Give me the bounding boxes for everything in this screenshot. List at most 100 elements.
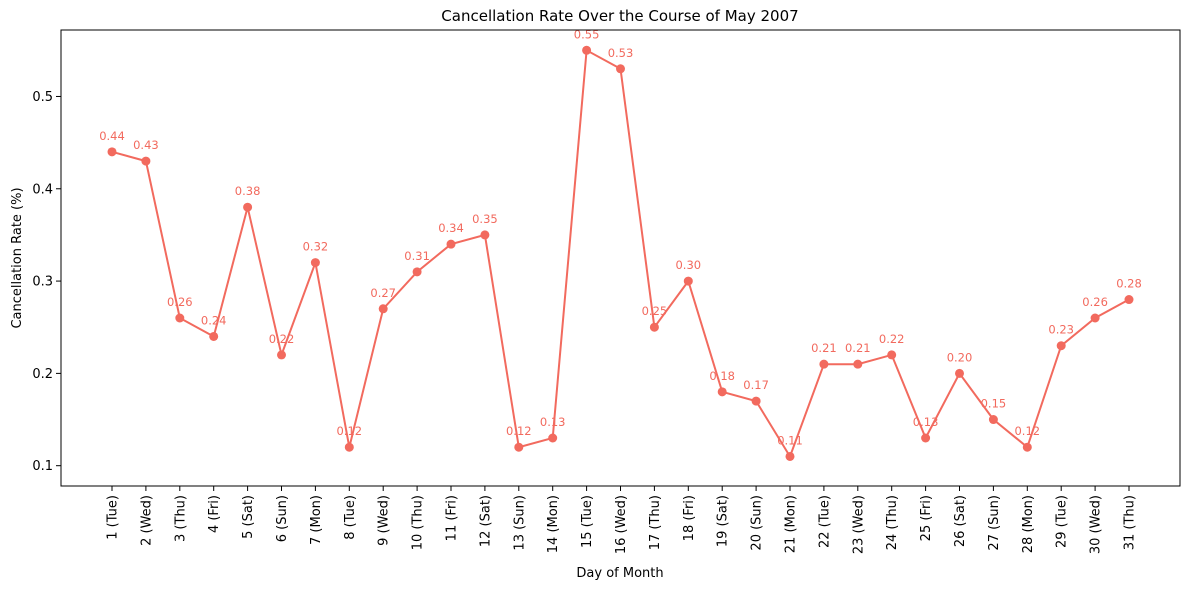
data-label: 0.35: [472, 212, 498, 226]
data-point: [988, 415, 998, 425]
data-label: 0.21: [811, 341, 837, 355]
x-tick-label: 11 (Fri): [445, 495, 460, 541]
data-label: 0.27: [370, 286, 396, 300]
data-point: [785, 451, 795, 461]
x-tick-label: 19 (Sat): [716, 495, 731, 547]
data-label: 0.32: [303, 240, 329, 254]
data-point: [243, 202, 253, 212]
data-label: 0.38: [235, 184, 261, 198]
data-label: 0.17: [743, 378, 769, 392]
data-label: 0.25: [642, 304, 668, 318]
data-point: [1022, 442, 1032, 452]
data-point: [1124, 295, 1134, 305]
data-point: [649, 322, 659, 332]
data-point: [751, 396, 761, 406]
data-point: [378, 304, 388, 314]
x-tick-label: 9 (Wed): [377, 495, 392, 546]
x-tick-label: 16 (Wed): [614, 495, 629, 554]
data-label: 0.22: [879, 332, 905, 346]
x-tick-label: 30 (Wed): [1089, 495, 1104, 554]
data-label: 0.55: [574, 27, 600, 41]
data-label: 0.31: [404, 249, 430, 263]
data-point: [548, 433, 558, 443]
x-tick-label: 10 (Thu): [411, 495, 426, 550]
data-label: 0.26: [1082, 295, 1108, 309]
x-tick-label: 12 (Sat): [478, 495, 493, 547]
data-point: [1056, 341, 1066, 351]
data-point: [480, 230, 490, 240]
data-point: [887, 350, 897, 360]
x-tick-label: 17 (Thu): [648, 495, 663, 550]
data-label: 0.20: [947, 350, 973, 364]
x-axis: 1 (Tue) 2 (Wed) 3 (Thu) 4 (Fri) 5 (Sat) 6 (Su…: [106, 486, 1138, 554]
data-label: 0.21: [845, 341, 871, 355]
x-tick-label: 20 (Sun): [750, 495, 765, 551]
data-point: [955, 368, 964, 378]
x-tick-label: 22 (Tue): [817, 495, 832, 548]
data-point: [209, 331, 219, 341]
data-point: [1090, 313, 1100, 323]
data-point: [175, 313, 185, 323]
x-tick-label: 29 (Tue): [1055, 495, 1070, 548]
data-point: [819, 359, 829, 369]
data-point: [582, 45, 592, 55]
y-tick-label: 0.1: [32, 459, 53, 474]
series-line: [111, 48, 1130, 459]
data-label: 0.43: [133, 138, 159, 152]
y-tick-label: 0.2: [32, 367, 53, 382]
data-label: 0.18: [709, 369, 735, 383]
y-axis: 0.1 0.2 0.3 0.4 0.5: [32, 90, 61, 474]
data-label: 0.53: [608, 46, 634, 60]
data-label: 0.34: [438, 221, 464, 235]
x-tick-label: 7 (Mon): [309, 495, 324, 545]
data-label: 0.15: [981, 397, 1007, 411]
data-label: 0.13: [540, 415, 566, 429]
data-point: [412, 267, 422, 277]
data-point: [446, 239, 456, 249]
x-tick-label: 27 (Sun): [987, 495, 1002, 551]
x-tick-label: 14 (Mon): [546, 495, 561, 553]
x-tick-label: 8 (Tue): [343, 495, 358, 540]
data-point: [107, 147, 117, 157]
data-label: 0.26: [167, 295, 193, 309]
data-point: [616, 64, 625, 74]
data-points: [107, 45, 1134, 461]
x-tick-label: 18 (Fri): [682, 495, 697, 541]
x-tick-label: 31 (Thu): [1123, 495, 1138, 550]
data-point: [717, 387, 727, 397]
x-axis-label: Day of Month: [576, 566, 663, 581]
x-tick-label: 13 (Sun): [512, 495, 527, 551]
data-labels: 0.44 0.43 0.26 0.24 0.38 0.22 0.32 0.12 0.27 0.31…: [99, 27, 1142, 447]
data-label: 0.24: [201, 313, 227, 327]
x-tick-label: 2 (Wed): [139, 495, 154, 546]
data-label: 0.22: [269, 332, 295, 346]
data-label: 0.44: [99, 129, 125, 143]
x-tick-label: 21 (Mon): [784, 495, 799, 553]
data-point: [853, 359, 863, 369]
x-tick-label: 6 (Sun): [275, 495, 290, 542]
data-label: 0.11: [777, 433, 803, 447]
y-tick-label: 0.3: [32, 275, 53, 290]
y-tick-label: 0.5: [32, 90, 53, 105]
data-point: [683, 276, 693, 286]
x-tick-label: 5 (Sat): [241, 495, 256, 539]
chart-title: Cancellation Rate Over the Course of May…: [441, 7, 798, 25]
y-axis-label: Cancellation Rate (%): [10, 187, 25, 328]
data-label: 0.23: [1048, 323, 1074, 337]
x-tick-label: 15 (Tue): [580, 495, 595, 548]
data-label: 0.12: [1014, 424, 1040, 438]
x-tick-label: 25 (Fri): [919, 495, 934, 541]
x-tick-label: 23 (Wed): [851, 495, 866, 554]
data-point: [310, 258, 320, 268]
data-label: 0.13: [913, 415, 939, 429]
data-label: 0.12: [506, 424, 532, 438]
x-tick-label: 28 (Mon): [1021, 495, 1036, 553]
x-tick-label: 4 (Fri): [207, 495, 222, 533]
plot-frame: [60, 29, 1181, 487]
x-tick-label: 3 (Thu): [173, 495, 188, 542]
y-tick-label: 0.4: [32, 182, 53, 197]
data-point: [921, 433, 931, 443]
x-tick-label: 26 (Sat): [953, 495, 968, 547]
x-tick-label: 1 (Tue): [106, 495, 121, 540]
